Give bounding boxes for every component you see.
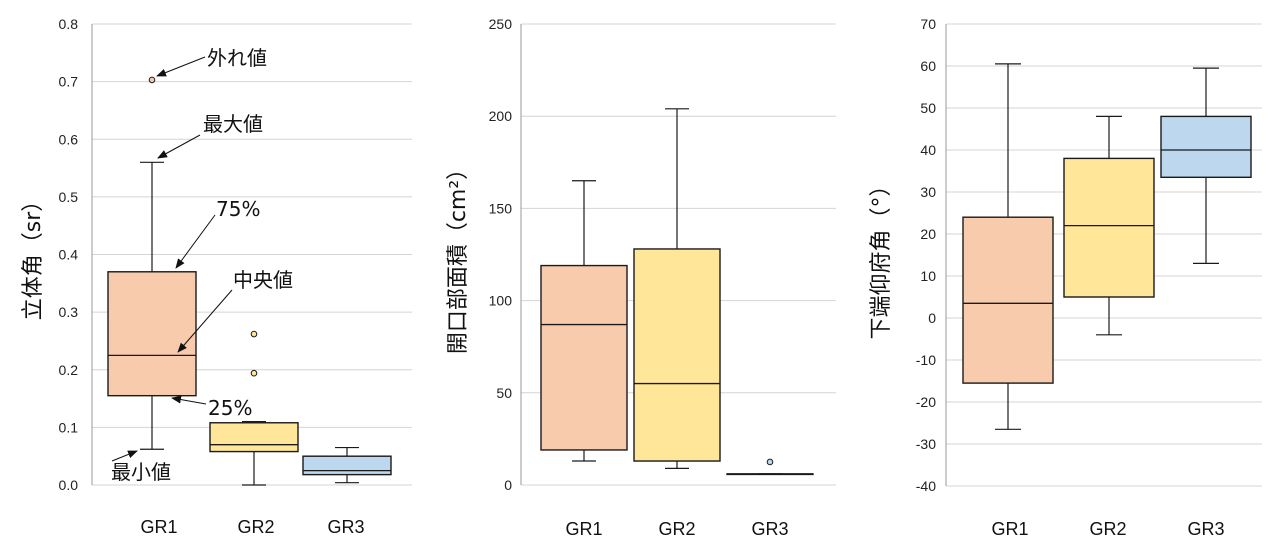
annotation-arrow xyxy=(157,134,201,159)
box-gr1 xyxy=(107,76,197,450)
y-tick-label: -40 xyxy=(916,478,936,494)
panel-solid-angle: 立体角（sr） 0.00.10.20.30.40.50.60.70.8 GR1 … xyxy=(21,16,412,537)
panel-lower-edge-angle: 下端仰府角（°） -40 -30 -20 -10 0 10 20 30 40 50 60 70 GR1… xyxy=(869,16,1262,539)
y-axis-label: 下端仰府角（°） xyxy=(869,174,894,339)
box-iqr xyxy=(540,264,628,451)
y-tick-label: -30 xyxy=(916,436,936,452)
y-tick-label: 0.4 xyxy=(59,247,79,263)
y-tick-label: 0.5 xyxy=(59,189,79,205)
y-tick-label: 10 xyxy=(920,268,936,284)
annotation-max: 最大値 xyxy=(203,112,263,136)
category-label: GR1 xyxy=(565,519,602,539)
outlier-point xyxy=(250,369,258,377)
box-gr1 xyxy=(540,180,628,462)
y-tick-label: 150 xyxy=(489,200,513,216)
panel-opening-area: 開口部面積（cm²） 0 50 100 150 200 250 GR1 GR2 GR3 xyxy=(446,16,836,539)
category-label: GR1 xyxy=(140,517,177,537)
box-iqr xyxy=(302,455,392,476)
y-tick-label: 0.8 xyxy=(59,16,79,32)
annotation-median: 中央値 xyxy=(233,268,293,292)
annotations: 外れ値 最大値 75% 中央値 25% 最小値 xyxy=(111,46,293,484)
y-tick-label: -10 xyxy=(916,352,936,368)
category-label: GR3 xyxy=(327,517,364,537)
y-tick-label: 100 xyxy=(489,293,513,309)
category-label: GR2 xyxy=(1089,519,1126,539)
y-tick-label: 0.7 xyxy=(59,74,79,90)
box-gr3 xyxy=(726,458,814,476)
y-tick-label: 250 xyxy=(489,16,513,32)
category-label: GR2 xyxy=(237,517,274,537)
outlier-point xyxy=(250,330,258,338)
category-label: GR3 xyxy=(751,519,788,539)
y-tick-label: 40 xyxy=(920,142,936,158)
box-iqr xyxy=(107,271,197,397)
y-tick-label: 200 xyxy=(489,108,513,124)
outlier-point xyxy=(766,458,774,466)
annotation-arrow xyxy=(156,56,206,77)
y-tick-label: -20 xyxy=(916,394,936,410)
outlier-point xyxy=(148,76,156,84)
box-gr3 xyxy=(302,446,392,484)
annotation-arrow xyxy=(111,450,138,462)
y-axis-label: 立体角（sr） xyxy=(21,190,46,321)
annotation-min: 最小値 xyxy=(111,460,171,484)
y-tick-label: 0 xyxy=(928,310,936,326)
y-tick-label: 70 xyxy=(920,16,936,32)
category-label: GR3 xyxy=(1187,519,1224,539)
box-iqr xyxy=(633,248,721,462)
box-gr2 xyxy=(209,330,299,486)
box-gr3 xyxy=(1160,67,1252,264)
y-axis-label: 開口部面積（cm²） xyxy=(446,158,471,354)
y-tick-label: 0 xyxy=(504,477,512,493)
annotation-arrow xyxy=(177,289,233,353)
y-tick-label: 50 xyxy=(920,100,936,116)
y-tick-label: 60 xyxy=(920,58,936,74)
category-label: GR1 xyxy=(991,519,1028,539)
annotation-q1: 25% xyxy=(208,396,252,420)
box-gr1 xyxy=(962,63,1054,430)
box-iqr xyxy=(962,216,1054,384)
y-tick-label: 0.1 xyxy=(59,419,79,435)
box-iqr xyxy=(209,422,299,453)
y-tick-label: 20 xyxy=(920,226,936,242)
annotation-arrow xyxy=(171,395,207,405)
y-tick-label: 0.6 xyxy=(59,131,79,147)
y-tick-label: 0.3 xyxy=(59,304,79,320)
annotation-q3: 75% xyxy=(216,197,260,221)
annotation-outlier: 外れ値 xyxy=(207,46,267,70)
y-tick-label: 0.0 xyxy=(59,477,79,493)
box-iqr xyxy=(1160,115,1252,179)
box-gr2 xyxy=(633,108,721,470)
box-gr2 xyxy=(1063,115,1155,336)
annotation-arrow xyxy=(175,214,216,269)
y-tick-label: 30 xyxy=(920,184,936,200)
y-tick-label: 0.2 xyxy=(59,362,79,378)
box-iqr xyxy=(1063,157,1155,298)
category-label: GR2 xyxy=(658,519,695,539)
y-tick-label: 50 xyxy=(496,385,512,401)
